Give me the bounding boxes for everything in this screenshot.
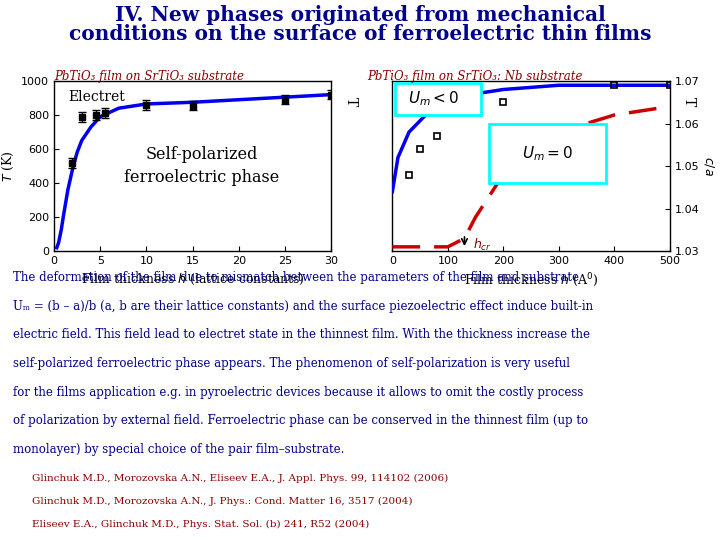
Text: self-polarized ferroelectric phase appears. The phenomenon of self-polarization : self-polarized ferroelectric phase appea…	[13, 357, 570, 370]
Y-axis label: $c/a$: $c/a$	[702, 156, 716, 176]
Text: Uₘ = (b – a)/b (a, b are their lattice constants) and the surface piezoelectric : Uₘ = (b – a)/b (a, b are their lattice c…	[13, 300, 593, 313]
Bar	[490, 124, 606, 183]
Text: $U_m=0$: $U_m=0$	[522, 144, 573, 163]
Text: PbTiO₃ film on SrTiO₃ substrate: PbTiO₃ film on SrTiO₃ substrate	[54, 70, 244, 83]
Text: for the films application e.g. in pyroelectric devices because it allows to omit: for the films application e.g. in pyroel…	[13, 386, 583, 399]
Text: Glinchuk M.D., Morozovska A.N., J. Phys.: Cond. Matter 16, 3517 (2004): Glinchuk M.D., Morozovska A.N., J. Phys.…	[32, 497, 413, 506]
Text: of polarization by external field. Ferroelectric phase can be conserved in the t: of polarization by external field. Ferro…	[13, 414, 588, 427]
Text: T: T	[343, 97, 358, 106]
Text: The deformation of the film due to mismatch between the parameters of the film a: The deformation of the film due to misma…	[13, 271, 579, 284]
Text: $h_{cr}$: $h_{cr}$	[473, 237, 492, 253]
Text: conditions on the surface of ferroelectric thin films: conditions on the surface of ferroelectr…	[68, 24, 652, 44]
X-axis label: Film thickness $h$ (A$^0$): Film thickness $h$ (A$^0$)	[464, 272, 598, 289]
Text: T: T	[682, 97, 696, 106]
Bar	[395, 83, 481, 115]
Text: Eliseev E.A., Glinchuk M.D., Phys. Stat. Sol. (b) 241, R52 (2004): Eliseev E.A., Glinchuk M.D., Phys. Stat.…	[32, 519, 369, 529]
Text: IV. New phases originated from mechanical: IV. New phases originated from mechanica…	[114, 5, 606, 25]
Text: PbTiO₃ film on SrTiO₃: Nb substrate: PbTiO₃ film on SrTiO₃: Nb substrate	[367, 70, 582, 83]
Y-axis label: $T$ (K): $T$ (K)	[1, 150, 16, 182]
Text: Self-polarized
ferroelectric phase: Self-polarized ferroelectric phase	[125, 146, 279, 186]
Text: electric field. This field lead to electret state in the thinnest film. With the: electric field. This field lead to elect…	[13, 328, 590, 341]
X-axis label: Film thickness $h$ (lattice constants): Film thickness $h$ (lattice constants)	[81, 272, 305, 287]
Text: $U_m<0$: $U_m<0$	[408, 90, 459, 109]
Text: Glinchuk M.D., Morozovska A.N., Eliseev E.A., J. Appl. Phys. 99, 114102 (2006): Glinchuk M.D., Morozovska A.N., Eliseev …	[32, 474, 449, 483]
Text: monolayer) by special choice of the pair film–substrate.: monolayer) by special choice of the pair…	[13, 443, 344, 456]
Text: Electret: Electret	[68, 90, 125, 104]
